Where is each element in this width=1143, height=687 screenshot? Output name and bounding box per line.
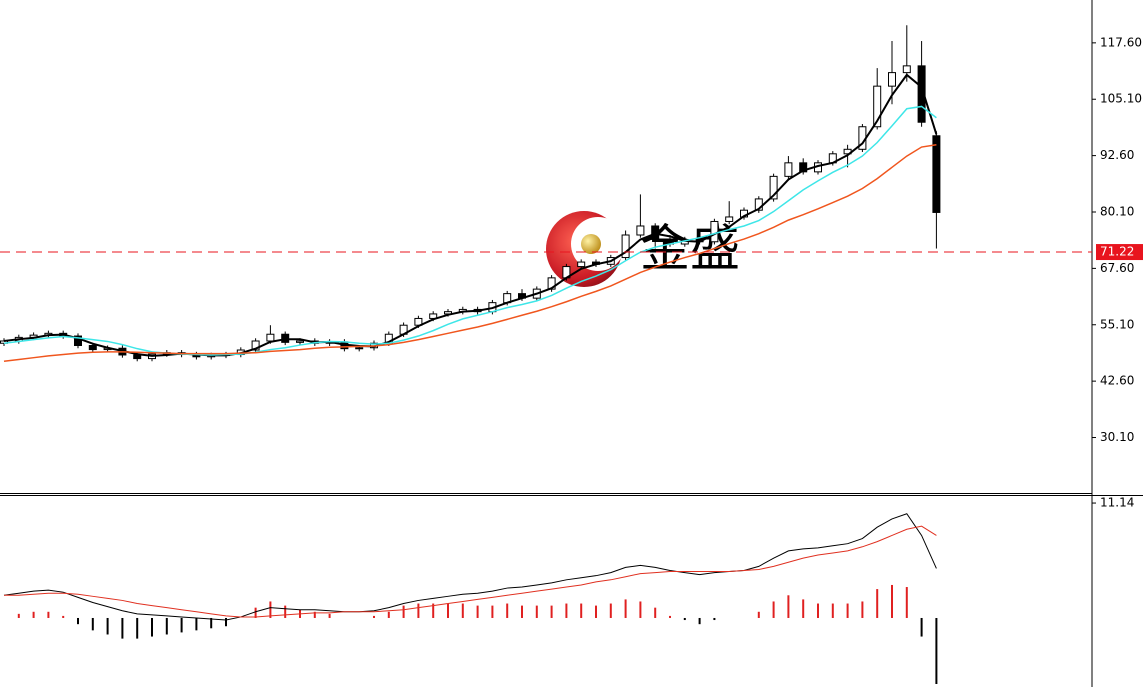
candle-body xyxy=(621,234,630,259)
line xyxy=(3,144,937,363)
candle-body xyxy=(902,65,911,74)
candle-body xyxy=(74,335,82,347)
y-tick-label: 117.60 xyxy=(1100,35,1142,49)
y-tick-label: 92.60 xyxy=(1100,148,1134,162)
candle-body xyxy=(88,345,97,351)
last-price-box xyxy=(1096,244,1143,261)
y-tick-label: 80.10 xyxy=(1100,204,1134,218)
y-tick-label: 105.10 xyxy=(1100,92,1142,106)
candle-body xyxy=(296,340,304,343)
line xyxy=(4,525,937,618)
candle-body xyxy=(769,175,778,200)
y-tick-label: 30.10 xyxy=(1100,430,1134,444)
line xyxy=(3,73,938,357)
candle-body xyxy=(725,216,734,222)
candle-body xyxy=(266,333,275,342)
candle-body xyxy=(799,162,808,173)
candle-body xyxy=(355,347,364,350)
line xyxy=(3,105,937,356)
candle-body xyxy=(636,225,645,236)
line xyxy=(3,513,937,621)
candle-body xyxy=(710,220,719,243)
y-tick-label: 42.60 xyxy=(1100,374,1134,388)
candle-body xyxy=(784,162,793,177)
y-tick-label: 11.14 xyxy=(1100,496,1134,510)
candle-body xyxy=(917,65,926,123)
watermark-logo xyxy=(546,211,625,287)
candle-body xyxy=(251,340,260,351)
candle-body xyxy=(873,85,882,128)
candle-body xyxy=(888,72,896,87)
y-tick-label: 55.10 xyxy=(1100,317,1134,331)
last-price-label: 71.22 xyxy=(1100,245,1134,259)
y-tick-label: 67.60 xyxy=(1100,261,1134,275)
candle-body xyxy=(932,135,941,213)
candle-body xyxy=(577,261,586,268)
candle-body xyxy=(133,354,142,360)
